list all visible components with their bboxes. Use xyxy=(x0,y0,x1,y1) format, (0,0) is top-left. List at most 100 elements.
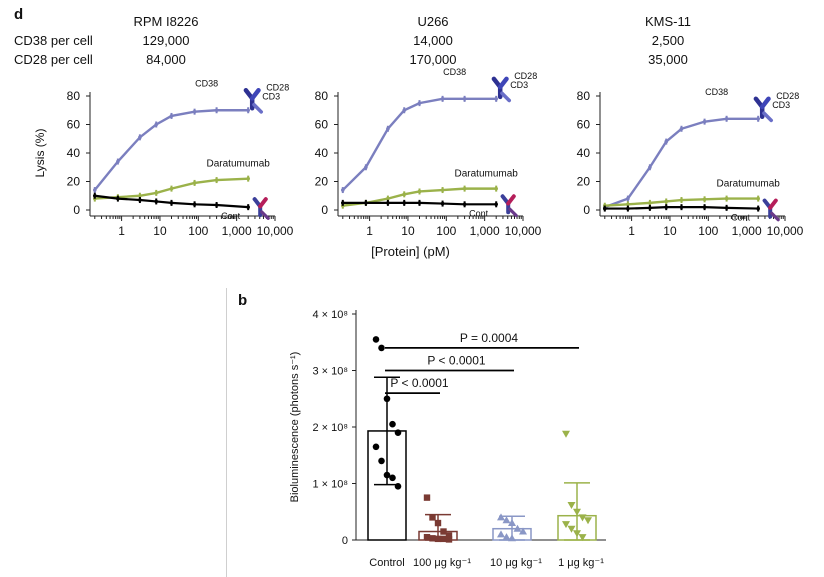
row-label-cd28: CD28 per cell xyxy=(14,52,93,67)
data-point xyxy=(756,196,760,201)
data-point xyxy=(434,535,442,543)
data-point xyxy=(214,108,219,113)
data-point xyxy=(169,201,174,205)
data-point xyxy=(562,430,570,438)
data-point xyxy=(440,201,445,206)
data-point xyxy=(192,181,197,185)
data-point xyxy=(573,508,581,516)
data-point xyxy=(724,206,729,210)
category-label: 1 μg kg⁻¹ xyxy=(558,557,604,569)
daratumumab-label: Daratumumab xyxy=(455,169,519,180)
x-tick-label: 1,000 xyxy=(732,224,762,238)
data-point xyxy=(664,139,669,144)
data-point xyxy=(378,344,385,352)
data-point xyxy=(567,525,576,533)
antibody-arm xyxy=(768,198,778,210)
cd38-label: CD38 xyxy=(705,87,728,97)
cd38-count: 2,500 xyxy=(651,33,685,48)
p-value-label: P < 0.0001 xyxy=(390,376,448,390)
data-point xyxy=(386,201,390,205)
data-point xyxy=(423,533,431,541)
antibody-arm xyxy=(759,96,771,110)
y-tick-label: 20 xyxy=(67,175,81,189)
data-point xyxy=(402,201,407,205)
data-point xyxy=(756,206,760,211)
y-tick-label: 80 xyxy=(577,89,591,103)
data-point xyxy=(648,201,652,205)
data-point xyxy=(573,530,581,538)
data-point xyxy=(462,97,467,101)
data-point xyxy=(402,108,407,113)
x-tick-label: 1,000 xyxy=(222,224,252,238)
data-point xyxy=(402,192,407,197)
data-point xyxy=(702,205,707,209)
data-point xyxy=(364,165,368,170)
cell-line-name: U266 xyxy=(417,14,449,29)
cell-line-name: KMS-11 xyxy=(645,14,691,29)
panel-divider xyxy=(226,288,227,577)
data-point xyxy=(154,122,159,127)
data-point xyxy=(679,205,684,209)
data-point xyxy=(508,519,516,527)
data-point xyxy=(154,199,159,204)
y-tick-label: 40 xyxy=(315,146,329,160)
data-point xyxy=(169,114,174,118)
data-point xyxy=(383,395,391,403)
control-label: Cont xyxy=(731,213,751,223)
data-point xyxy=(626,196,630,201)
y-tick-label: 80 xyxy=(67,89,81,103)
data-point xyxy=(508,534,516,542)
x-tick-label: 100 xyxy=(436,224,456,238)
x-tick-label: 10 xyxy=(153,224,167,238)
data-point xyxy=(92,188,97,192)
data-point xyxy=(383,471,391,479)
data-point xyxy=(702,197,707,202)
construct-curve xyxy=(604,117,759,209)
data-point xyxy=(679,126,684,131)
antibody-arm xyxy=(770,211,780,222)
data-point xyxy=(440,188,445,192)
data-point xyxy=(417,189,422,194)
data-point xyxy=(756,117,760,121)
data-point xyxy=(648,206,652,210)
control-label: Cont xyxy=(469,208,489,218)
bar-y-tick-label: 1 × 10⁸ xyxy=(312,479,348,491)
control-curve xyxy=(94,194,249,209)
data-point xyxy=(116,159,120,164)
y-tick-label: 40 xyxy=(67,146,81,160)
data-point xyxy=(246,108,250,113)
p-value-label: P < 0.0001 xyxy=(427,354,485,368)
antibody-arm xyxy=(260,210,270,220)
antibody-arm xyxy=(762,111,773,123)
data-point xyxy=(92,193,97,198)
y-tick-label: 60 xyxy=(577,118,591,132)
data-point xyxy=(378,457,385,465)
bar-y-tick-label: 4 × 10⁸ xyxy=(312,309,348,321)
antibody-arm xyxy=(508,207,518,218)
x-tick-label: 100 xyxy=(188,224,208,238)
antibody-arm xyxy=(249,87,261,101)
bar-y-axis-label: Bioluminescence (photons s⁻¹) xyxy=(289,352,301,503)
trispecific-antibody-icon xyxy=(753,96,773,123)
data-point xyxy=(578,514,587,522)
data-point xyxy=(440,528,447,535)
data-point xyxy=(394,429,402,436)
x-tick-label: 1,000 xyxy=(470,224,500,238)
x-axis-label: [Protein] (pM) xyxy=(371,244,450,259)
data-point xyxy=(246,176,250,181)
data-point xyxy=(648,165,652,170)
antibody-arm xyxy=(252,102,263,114)
data-point xyxy=(364,201,368,205)
data-point xyxy=(702,119,707,124)
panel-b-letter: b xyxy=(238,292,248,309)
data-point xyxy=(462,186,467,191)
data-point xyxy=(445,536,453,543)
cd3-label: CD3 xyxy=(772,100,790,110)
construct-curve xyxy=(341,97,497,191)
data-point xyxy=(602,206,607,211)
y-tick-label: 80 xyxy=(315,89,329,103)
data-point xyxy=(494,97,498,101)
data-point xyxy=(138,193,142,198)
data-point xyxy=(626,206,630,211)
data-point xyxy=(513,524,522,532)
